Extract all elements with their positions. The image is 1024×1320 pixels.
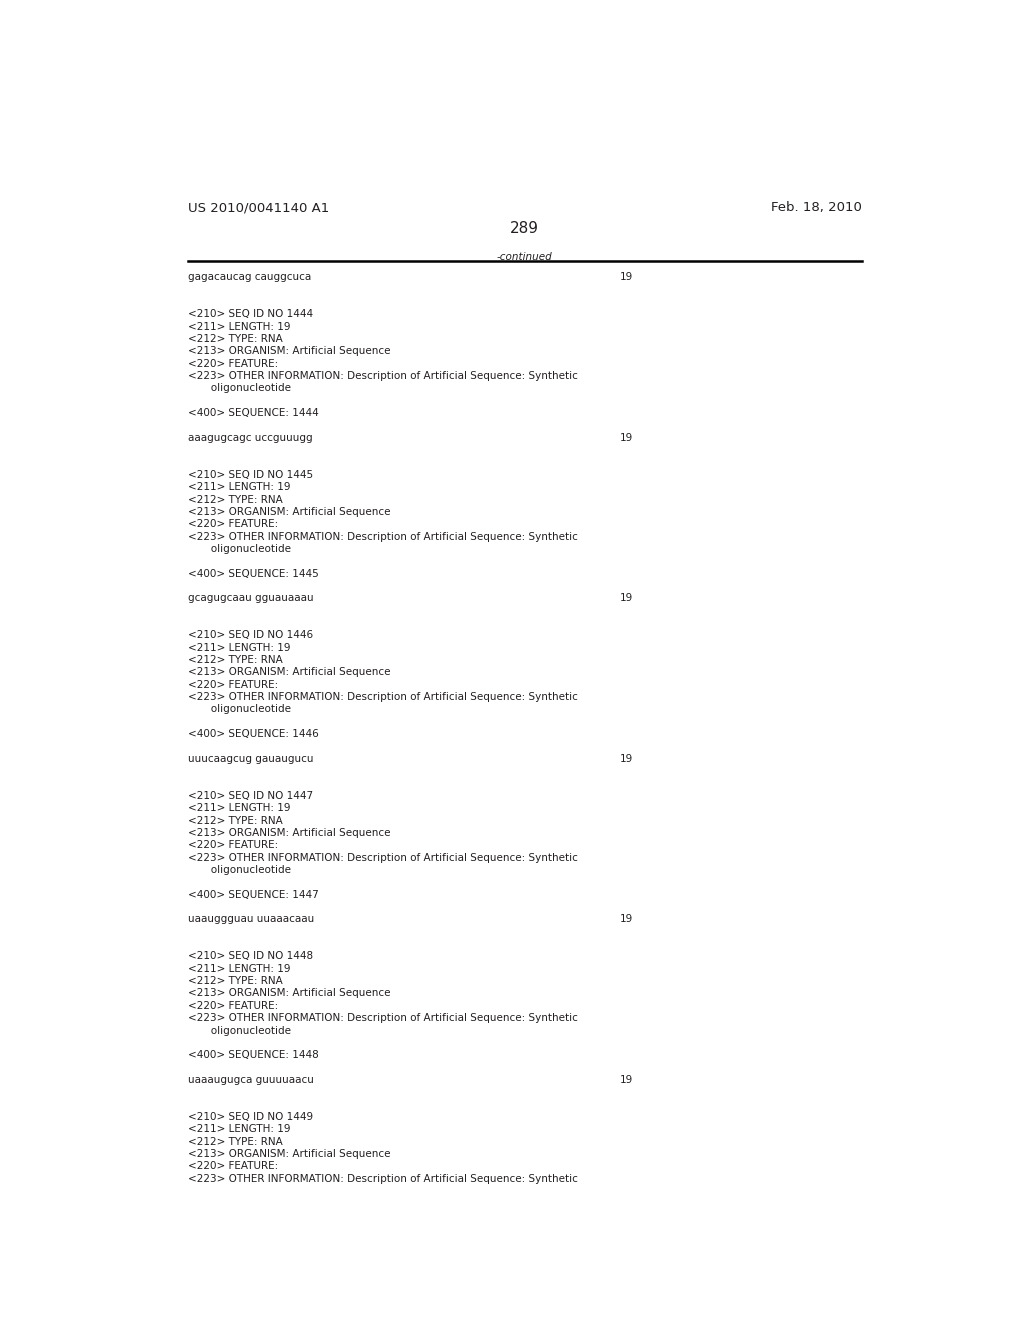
Text: aaagugcagc uccguuugg: aaagugcagc uccguuugg <box>187 433 312 442</box>
Text: 19: 19 <box>620 754 633 764</box>
Text: <212> TYPE: RNA: <212> TYPE: RNA <box>187 655 283 665</box>
Text: <400> SEQUENCE: 1447: <400> SEQUENCE: 1447 <box>187 890 318 900</box>
Text: 19: 19 <box>620 433 633 442</box>
Text: oligonucleotide: oligonucleotide <box>187 383 291 393</box>
Text: <210> SEQ ID NO 1449: <210> SEQ ID NO 1449 <box>187 1111 312 1122</box>
Text: oligonucleotide: oligonucleotide <box>187 544 291 554</box>
Text: uuucaagcug gauaugucu: uuucaagcug gauaugucu <box>187 754 313 764</box>
Text: <400> SEQUENCE: 1448: <400> SEQUENCE: 1448 <box>187 1051 318 1060</box>
Text: <220> FEATURE:: <220> FEATURE: <box>187 1001 278 1011</box>
Text: uaaaugugca guuuuaacu: uaaaugugca guuuuaacu <box>187 1074 313 1085</box>
Text: oligonucleotide: oligonucleotide <box>187 865 291 875</box>
Text: <223> OTHER INFORMATION: Description of Artificial Sequence: Synthetic: <223> OTHER INFORMATION: Description of … <box>187 1014 578 1023</box>
Text: <220> FEATURE:: <220> FEATURE: <box>187 841 278 850</box>
Text: <213> ORGANISM: Artificial Sequence: <213> ORGANISM: Artificial Sequence <box>187 668 390 677</box>
Text: gcagugcaau gguauaaau: gcagugcaau gguauaaau <box>187 593 313 603</box>
Text: <210> SEQ ID NO 1445: <210> SEQ ID NO 1445 <box>187 470 312 480</box>
Text: <220> FEATURE:: <220> FEATURE: <box>187 680 278 690</box>
Text: gagacaucag cauggcuca: gagacaucag cauggcuca <box>187 272 310 282</box>
Text: 19: 19 <box>620 1074 633 1085</box>
Text: <210> SEQ ID NO 1444: <210> SEQ ID NO 1444 <box>187 309 312 319</box>
Text: 19: 19 <box>620 272 633 282</box>
Text: <400> SEQUENCE: 1445: <400> SEQUENCE: 1445 <box>187 569 318 578</box>
Text: <211> LENGTH: 19: <211> LENGTH: 19 <box>187 482 290 492</box>
Text: 19: 19 <box>620 593 633 603</box>
Text: 19: 19 <box>620 915 633 924</box>
Text: <211> LENGTH: 19: <211> LENGTH: 19 <box>187 322 290 331</box>
Text: <223> OTHER INFORMATION: Description of Artificial Sequence: Synthetic: <223> OTHER INFORMATION: Description of … <box>187 532 578 541</box>
Text: <212> TYPE: RNA: <212> TYPE: RNA <box>187 334 283 345</box>
Text: <223> OTHER INFORMATION: Description of Artificial Sequence: Synthetic: <223> OTHER INFORMATION: Description of … <box>187 692 578 702</box>
Text: <210> SEQ ID NO 1446: <210> SEQ ID NO 1446 <box>187 631 312 640</box>
Text: <213> ORGANISM: Artificial Sequence: <213> ORGANISM: Artificial Sequence <box>187 828 390 838</box>
Text: <400> SEQUENCE: 1446: <400> SEQUENCE: 1446 <box>187 729 318 739</box>
Text: <212> TYPE: RNA: <212> TYPE: RNA <box>187 495 283 504</box>
Text: <220> FEATURE:: <220> FEATURE: <box>187 519 278 529</box>
Text: <223> OTHER INFORMATION: Description of Artificial Sequence: Synthetic: <223> OTHER INFORMATION: Description of … <box>187 371 578 381</box>
Text: oligonucleotide: oligonucleotide <box>187 705 291 714</box>
Text: <213> ORGANISM: Artificial Sequence: <213> ORGANISM: Artificial Sequence <box>187 989 390 998</box>
Text: <210> SEQ ID NO 1447: <210> SEQ ID NO 1447 <box>187 791 312 801</box>
Text: <213> ORGANISM: Artificial Sequence: <213> ORGANISM: Artificial Sequence <box>187 1148 390 1159</box>
Text: <220> FEATURE:: <220> FEATURE: <box>187 1162 278 1171</box>
Text: <213> ORGANISM: Artificial Sequence: <213> ORGANISM: Artificial Sequence <box>187 346 390 356</box>
Text: <212> TYPE: RNA: <212> TYPE: RNA <box>187 1137 283 1147</box>
Text: 289: 289 <box>510 222 540 236</box>
Text: <210> SEQ ID NO 1448: <210> SEQ ID NO 1448 <box>187 952 312 961</box>
Text: <212> TYPE: RNA: <212> TYPE: RNA <box>187 977 283 986</box>
Text: <211> LENGTH: 19: <211> LENGTH: 19 <box>187 804 290 813</box>
Text: -continued: -continued <box>497 252 553 261</box>
Text: <213> ORGANISM: Artificial Sequence: <213> ORGANISM: Artificial Sequence <box>187 507 390 517</box>
Text: <223> OTHER INFORMATION: Description of Artificial Sequence: Synthetic: <223> OTHER INFORMATION: Description of … <box>187 853 578 863</box>
Text: uaauggguau uuaaacaau: uaauggguau uuaaacaau <box>187 915 313 924</box>
Text: <220> FEATURE:: <220> FEATURE: <box>187 359 278 368</box>
Text: <211> LENGTH: 19: <211> LENGTH: 19 <box>187 1125 290 1134</box>
Text: <212> TYPE: RNA: <212> TYPE: RNA <box>187 816 283 825</box>
Text: <211> LENGTH: 19: <211> LENGTH: 19 <box>187 643 290 652</box>
Text: <400> SEQUENCE: 1444: <400> SEQUENCE: 1444 <box>187 408 318 418</box>
Text: Feb. 18, 2010: Feb. 18, 2010 <box>771 201 862 214</box>
Text: oligonucleotide: oligonucleotide <box>187 1026 291 1036</box>
Text: <223> OTHER INFORMATION: Description of Artificial Sequence: Synthetic: <223> OTHER INFORMATION: Description of … <box>187 1173 578 1184</box>
Text: <211> LENGTH: 19: <211> LENGTH: 19 <box>187 964 290 974</box>
Text: US 2010/0041140 A1: US 2010/0041140 A1 <box>187 201 329 214</box>
